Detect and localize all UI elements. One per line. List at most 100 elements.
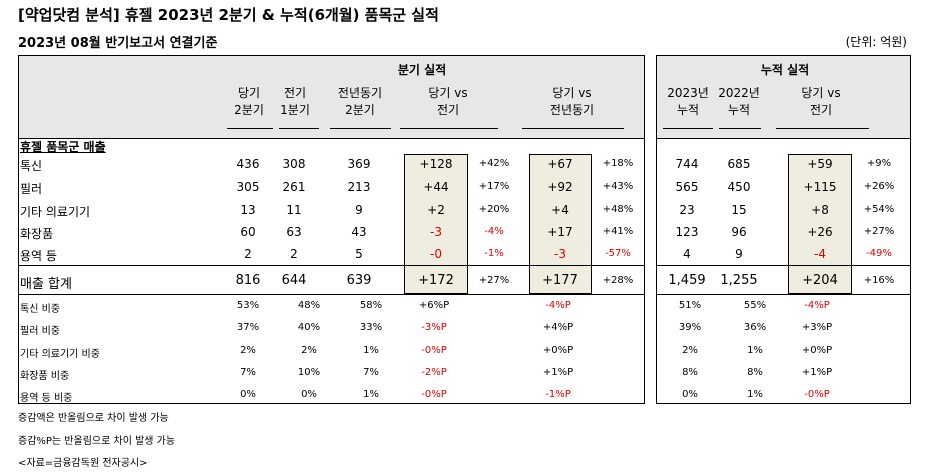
ratio-label: 용역 등 비중 bbox=[20, 393, 73, 404]
ratio-vy: -4%P bbox=[545, 300, 571, 311]
cell-vcp: +26% bbox=[863, 181, 895, 192]
cell-vqp: -1% bbox=[484, 248, 504, 259]
cell-vy: -3 bbox=[554, 247, 566, 261]
cell-c23: 565 bbox=[675, 180, 699, 194]
cumulative-column-header-0: 2023년 누적 bbox=[667, 86, 709, 117]
cumulative-header-underline-1 bbox=[719, 128, 761, 129]
cell-vcp: +27% bbox=[863, 226, 895, 237]
ratio-vq: -2%P bbox=[421, 367, 447, 378]
cell-vc: +8 bbox=[811, 203, 829, 217]
ratio-vy: +4%P bbox=[542, 322, 574, 333]
cell-c22: 96 bbox=[731, 225, 747, 239]
cell-vy: +92 bbox=[547, 180, 573, 194]
page-title: [약업닷컴 분석] 휴젤 2023년 2분기 & 누적(6개월) 품목군 실적 bbox=[18, 6, 439, 24]
cell-q2: 60 bbox=[240, 225, 256, 239]
ratio-vy: +1%P bbox=[542, 367, 574, 378]
total-c22: 1,255 bbox=[720, 273, 758, 288]
cumulative-header-label: 누적 실적 bbox=[760, 63, 810, 77]
cumulative-column-header-1: 2022년 누적 bbox=[718, 86, 760, 117]
cell-py: 5 bbox=[355, 247, 363, 261]
ratio-vy: -1%P bbox=[545, 389, 571, 400]
total-q1: 644 bbox=[281, 273, 307, 288]
quarterly-panel: 분기 실적 당기 2분기 전기 1분기 전년동기 2분기 당기 vs 전기 당기 vs 전… bbox=[18, 55, 645, 404]
cell-vc: -4 bbox=[814, 247, 826, 261]
header-underline-4 bbox=[522, 128, 624, 129]
ratio-c23: 39% bbox=[678, 322, 702, 333]
column-header-0: 당기 2분기 bbox=[234, 86, 264, 117]
total-py: 639 bbox=[346, 273, 372, 288]
total-top-line-right bbox=[656, 265, 911, 266]
cell-q2: 2 bbox=[244, 247, 252, 261]
cumulative-column-header bbox=[657, 80, 910, 139]
row-label: 톡신 bbox=[20, 159, 43, 173]
cell-py: 213 bbox=[347, 180, 371, 194]
cell-q1: 308 bbox=[282, 157, 306, 171]
ratio-label: 톡신 비중 bbox=[20, 304, 60, 315]
quarterly-header-label: 분기 실적 bbox=[397, 63, 447, 77]
cell-q1: 261 bbox=[282, 180, 306, 194]
row-label: 화장품 bbox=[20, 227, 54, 241]
cell-c23: 23 bbox=[679, 203, 695, 217]
cell-c23: 4 bbox=[683, 247, 691, 261]
cell-c23: 744 bbox=[675, 157, 699, 171]
quarterly-column-header bbox=[19, 80, 644, 139]
cumulative-header-underline-0 bbox=[663, 128, 713, 129]
ratio-q2: 53% bbox=[236, 300, 260, 311]
cell-vy: +4 bbox=[551, 203, 569, 217]
ratio-q2: 0% bbox=[240, 389, 256, 400]
quarterly-header-bar bbox=[19, 56, 644, 81]
note-rounding-pp: 증감%P는 반올림으로 차이 발생 가능 bbox=[18, 436, 176, 447]
header-underline-1 bbox=[279, 128, 319, 129]
shade-cumulative bbox=[788, 154, 852, 294]
cell-q1: 2 bbox=[290, 247, 298, 261]
note-rounding: 증감액은 반올림으로 차이 발생 가능 bbox=[18, 413, 169, 424]
ratio-vc: +3%P bbox=[801, 322, 833, 333]
cumulative-header-underline-2 bbox=[776, 128, 869, 129]
cell-vqp: +20% bbox=[478, 204, 510, 215]
ratio-label: 필러 비중 bbox=[20, 326, 60, 337]
ratio-q1: 0% bbox=[301, 389, 317, 400]
ratio-q1: 10% bbox=[297, 367, 321, 378]
ratio-py: 58% bbox=[359, 300, 383, 311]
ratio-c23: 0% bbox=[682, 389, 698, 400]
cell-vq: +44 bbox=[423, 180, 449, 194]
ratio-vc: -4%P bbox=[804, 300, 830, 311]
cell-q1: 63 bbox=[286, 225, 302, 239]
ratio-c23: 8% bbox=[682, 367, 698, 378]
ratio-label: 화장품 비중 bbox=[20, 371, 70, 382]
cell-c22: 685 bbox=[727, 157, 751, 171]
cell-vyp: +48% bbox=[602, 204, 634, 215]
cell-vqp: +17% bbox=[478, 181, 510, 192]
ratio-q2: 37% bbox=[236, 322, 260, 333]
ratio-vy: +0%P bbox=[542, 345, 574, 356]
ratio-c22: 8% bbox=[747, 367, 763, 378]
shade-yoy bbox=[529, 154, 592, 294]
cell-vc: +59 bbox=[807, 157, 833, 171]
cumulative-column-header-2: 당기 vs 전기 bbox=[801, 86, 841, 117]
column-header-2: 전년동기 2분기 bbox=[337, 86, 383, 117]
total-vq: +172 bbox=[418, 273, 454, 288]
cell-vc: +26 bbox=[807, 225, 833, 239]
ratio-c23: 51% bbox=[678, 300, 702, 311]
page-subtitle: 2023년 08월 반기보고서 연결기준 bbox=[18, 36, 218, 51]
column-header-3: 당기 vs 전기 bbox=[428, 86, 468, 117]
total-c23: 1,459 bbox=[668, 273, 706, 288]
cell-py: 9 bbox=[355, 203, 363, 217]
cell-vcp: +9% bbox=[866, 158, 892, 169]
total-vc: +204 bbox=[802, 273, 838, 288]
ratio-vc: +1%P bbox=[801, 367, 833, 378]
row-label: 필러 bbox=[20, 182, 43, 196]
shade-qoq bbox=[404, 154, 468, 294]
cell-c22: 15 bbox=[731, 203, 747, 217]
cell-vyp: -57% bbox=[605, 248, 631, 259]
total-label: 매출 합계 bbox=[20, 277, 72, 292]
column-header-4: 당기 vs 전년동기 bbox=[549, 86, 595, 117]
ratio-py: 7% bbox=[363, 367, 379, 378]
total-bottom-line bbox=[18, 294, 645, 295]
cell-c22: 9 bbox=[735, 247, 743, 261]
cell-vc: +115 bbox=[803, 180, 837, 194]
cell-vcp: +54% bbox=[863, 204, 895, 215]
cell-vq: -0 bbox=[430, 247, 442, 261]
ratio-q2: 7% bbox=[240, 367, 256, 378]
ratio-c22: 36% bbox=[743, 322, 767, 333]
